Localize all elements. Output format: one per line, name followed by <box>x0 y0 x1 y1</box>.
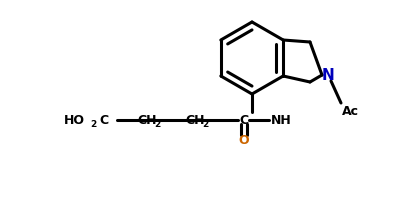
Text: Ac: Ac <box>341 104 358 117</box>
Text: O: O <box>239 135 249 148</box>
Text: CH: CH <box>185 113 205 126</box>
Text: 2: 2 <box>202 120 208 128</box>
Text: C: C <box>99 113 108 126</box>
Text: 2: 2 <box>154 120 160 128</box>
Text: 2: 2 <box>90 120 96 128</box>
Text: CH: CH <box>137 113 157 126</box>
Text: NH: NH <box>271 113 291 126</box>
Text: C: C <box>239 113 249 126</box>
Text: HO: HO <box>64 113 85 126</box>
Text: N: N <box>322 68 335 83</box>
